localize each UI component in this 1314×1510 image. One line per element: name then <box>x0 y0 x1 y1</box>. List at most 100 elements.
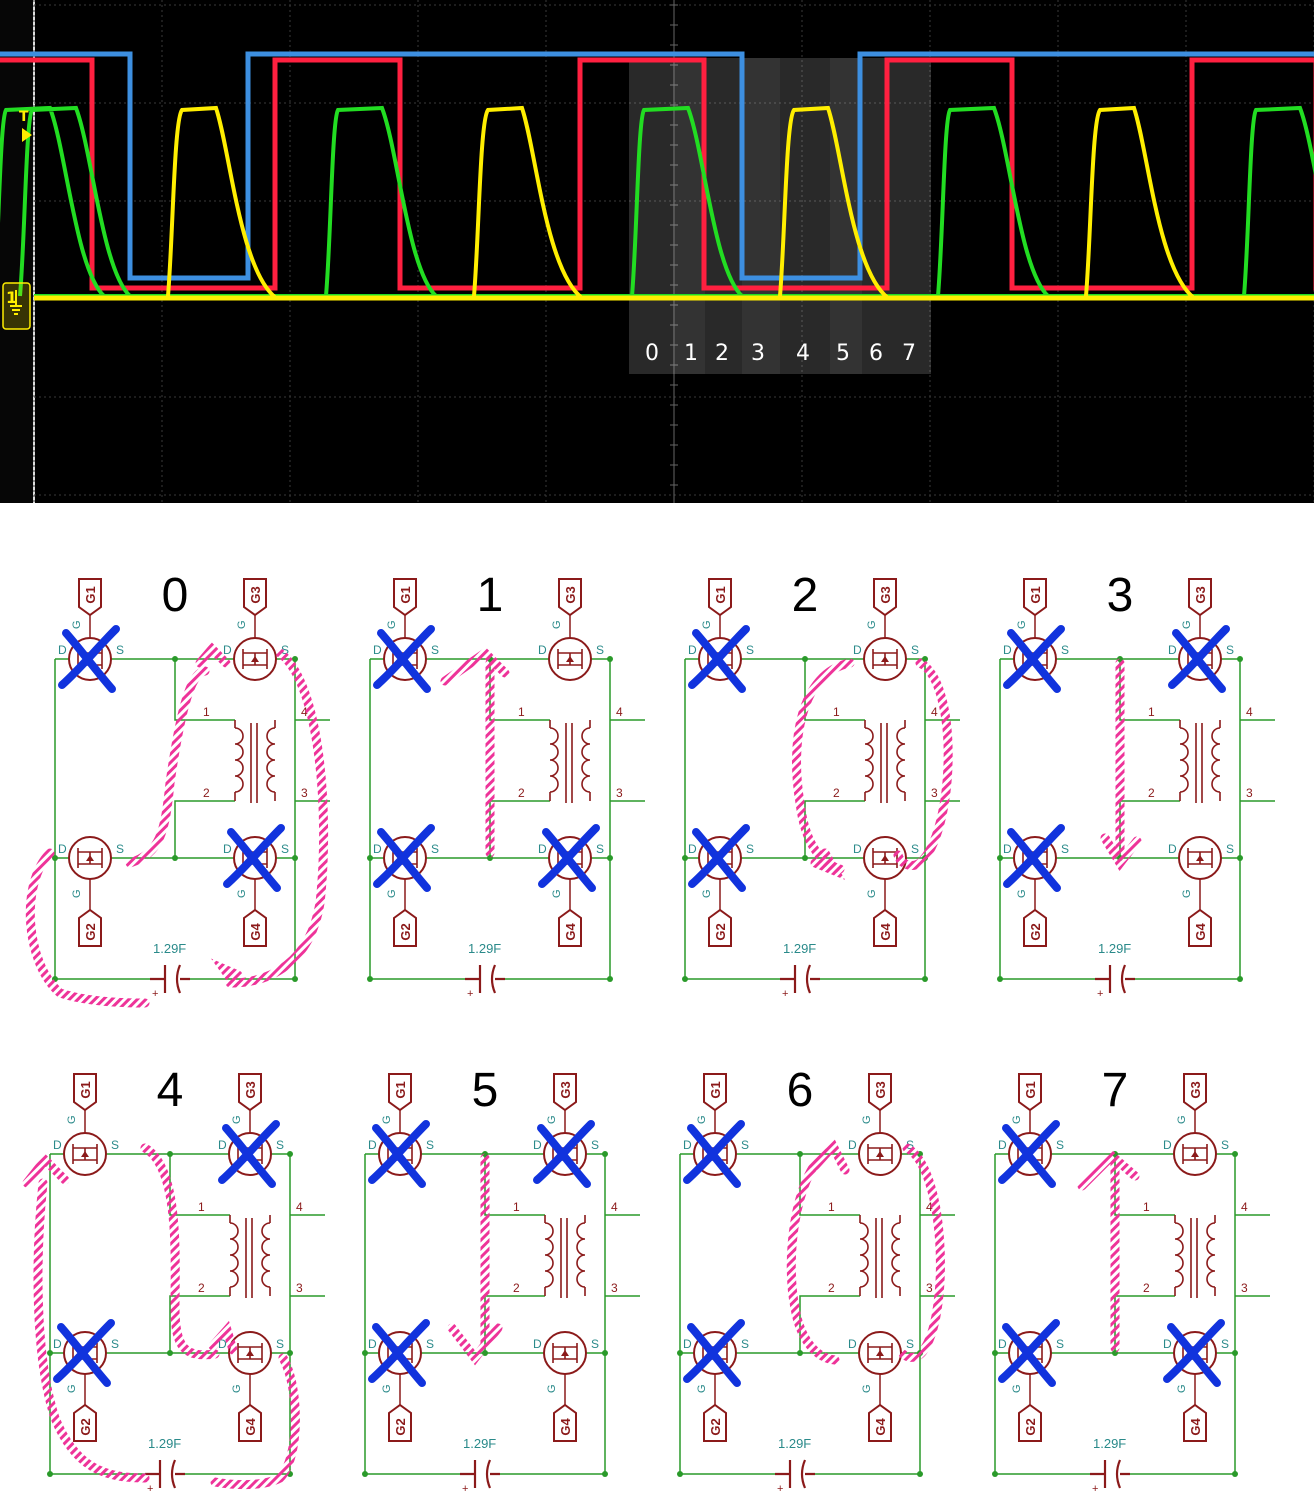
svg-text:4: 4 <box>931 705 938 719</box>
svg-text:4: 4 <box>611 1200 618 1214</box>
channel-1-marker[interactable]: 1 <box>2 282 31 330</box>
panel-title: 7 <box>1102 1064 1129 1117</box>
current-flow-center <box>125 666 210 868</box>
svg-text:S: S <box>116 842 124 856</box>
svg-text:2: 2 <box>1148 786 1155 800</box>
svg-text:4: 4 <box>1241 1200 1248 1214</box>
svg-text:D: D <box>538 842 547 856</box>
capacitor: 1.29F + <box>145 1436 185 1495</box>
off-mark-q3 <box>1168 625 1230 693</box>
svg-text:G1: G1 <box>393 1081 408 1098</box>
gate-label-q2: G2 <box>388 1403 412 1442</box>
gate-label-q4: G4 <box>868 1403 892 1442</box>
svg-text:D: D <box>853 842 862 856</box>
svg-text:1.29F: 1.29F <box>153 941 186 956</box>
svg-text:S: S <box>1226 643 1234 657</box>
mosfet-q2: D S G G2 <box>1003 836 1069 947</box>
state-label-6: 6 <box>869 341 883 366</box>
panel-title: 3 <box>1107 569 1134 622</box>
svg-text:S: S <box>911 842 919 856</box>
gate-label-q1: G1 <box>703 1073 727 1112</box>
off-mark-q1 <box>58 625 120 693</box>
svg-text:G1: G1 <box>708 1081 723 1098</box>
svg-text:1: 1 <box>828 1200 835 1214</box>
state-panel-5: 5 1 2 3 4 1.29F + D S G G1 D S G G3 D S G G2 D S G G4 <box>362 1064 640 1495</box>
state-panel-0: 0 1 2 3 4 1.29F + D S G G1 D S G G3 D S G G2 D S G G4 <box>25 569 330 1008</box>
transformer <box>229 1215 271 1298</box>
mosfet-q3: D S G G3 <box>1163 1073 1229 1176</box>
svg-text:S: S <box>1061 842 1069 856</box>
off-mark-q2 <box>53 1319 115 1387</box>
svg-text:G: G <box>546 1115 558 1124</box>
gate-label-q1: G1 <box>1023 578 1047 617</box>
svg-text:2: 2 <box>518 786 525 800</box>
panel-title: 6 <box>787 1064 814 1117</box>
state-panel-7: 7 1 2 3 4 1.29F + D S G G1 D S G G3 D S G G2 D S G G4 <box>992 1064 1270 1495</box>
svg-text:1.29F: 1.29F <box>1093 1436 1126 1451</box>
mosfet-q4: D S G G4 <box>538 836 604 947</box>
gate-label-q2: G2 <box>708 908 732 947</box>
transformer <box>234 720 276 803</box>
scope-center-axis <box>670 0 678 503</box>
current-flow <box>447 1153 503 1366</box>
svg-text:4: 4 <box>616 705 623 719</box>
svg-text:D: D <box>1163 1337 1172 1351</box>
svg-text:+: + <box>462 1483 468 1495</box>
svg-text:4: 4 <box>301 705 308 719</box>
svg-text:D: D <box>53 1337 62 1351</box>
junction-dots <box>52 656 298 982</box>
svg-text:G: G <box>386 889 398 898</box>
svg-text:1: 1 <box>513 1200 520 1214</box>
svg-text:3: 3 <box>1241 1281 1248 1295</box>
svg-text:D: D <box>853 643 862 657</box>
trigger-arrow-icon <box>22 128 32 142</box>
svg-text:G1: G1 <box>398 586 413 603</box>
svg-text:G1: G1 <box>713 586 728 603</box>
svg-text:2: 2 <box>203 786 210 800</box>
svg-text:2: 2 <box>828 1281 835 1295</box>
svg-text:G3: G3 <box>248 586 263 603</box>
off-mark-q4 <box>1163 1319 1225 1387</box>
svg-text:1: 1 <box>203 705 210 719</box>
svg-text:D: D <box>223 842 232 856</box>
svg-text:D: D <box>998 1337 1007 1351</box>
svg-text:S: S <box>746 842 754 856</box>
svg-text:G: G <box>1181 620 1193 629</box>
svg-text:1.29F: 1.29F <box>1098 941 1131 956</box>
current-flow-arrow <box>440 647 510 686</box>
svg-text:G3: G3 <box>563 586 578 603</box>
svg-text:+: + <box>147 1483 153 1495</box>
svg-text:S: S <box>741 1337 749 1351</box>
svg-text:S: S <box>111 1337 119 1351</box>
svg-text:D: D <box>538 643 547 657</box>
svg-text:3: 3 <box>931 786 938 800</box>
current-flow-arrow <box>1100 833 1142 871</box>
off-mark-q2 <box>688 824 750 892</box>
off-mark-q2 <box>998 1319 1060 1387</box>
current-flow-right-leg <box>225 648 329 988</box>
ground-icon <box>10 290 22 315</box>
svg-text:G: G <box>696 1384 708 1393</box>
svg-text:G3: G3 <box>243 1081 258 1098</box>
state-label-2: 2 <box>715 341 729 366</box>
svg-text:S: S <box>1056 1138 1064 1152</box>
svg-text:G: G <box>66 1115 78 1124</box>
current-flow <box>440 647 510 858</box>
state-panel-4: 4 1 2 3 4 1.29F + D S G G1 D S G G3 D S G G2 D S G G4 <box>22 1064 325 1495</box>
svg-text:D: D <box>218 1337 227 1351</box>
svg-text:1: 1 <box>1143 1200 1150 1214</box>
svg-text:G: G <box>1176 1384 1188 1393</box>
off-mark-q3 <box>533 1120 595 1188</box>
svg-text:G: G <box>546 1384 558 1393</box>
current-flow-arrow <box>1077 1149 1140 1191</box>
svg-text:D: D <box>373 842 382 856</box>
state-panel-1: 1 1 2 3 4 1.29F + D S G G1 D S G G3 D S G G2 D S G G4 <box>367 569 645 1000</box>
mosfet-q4: D S G G4 <box>853 836 919 947</box>
svg-text:S: S <box>591 1138 599 1152</box>
svg-text:2: 2 <box>513 1281 520 1295</box>
svg-text:S: S <box>426 1337 434 1351</box>
state-label-1: 1 <box>684 341 698 366</box>
